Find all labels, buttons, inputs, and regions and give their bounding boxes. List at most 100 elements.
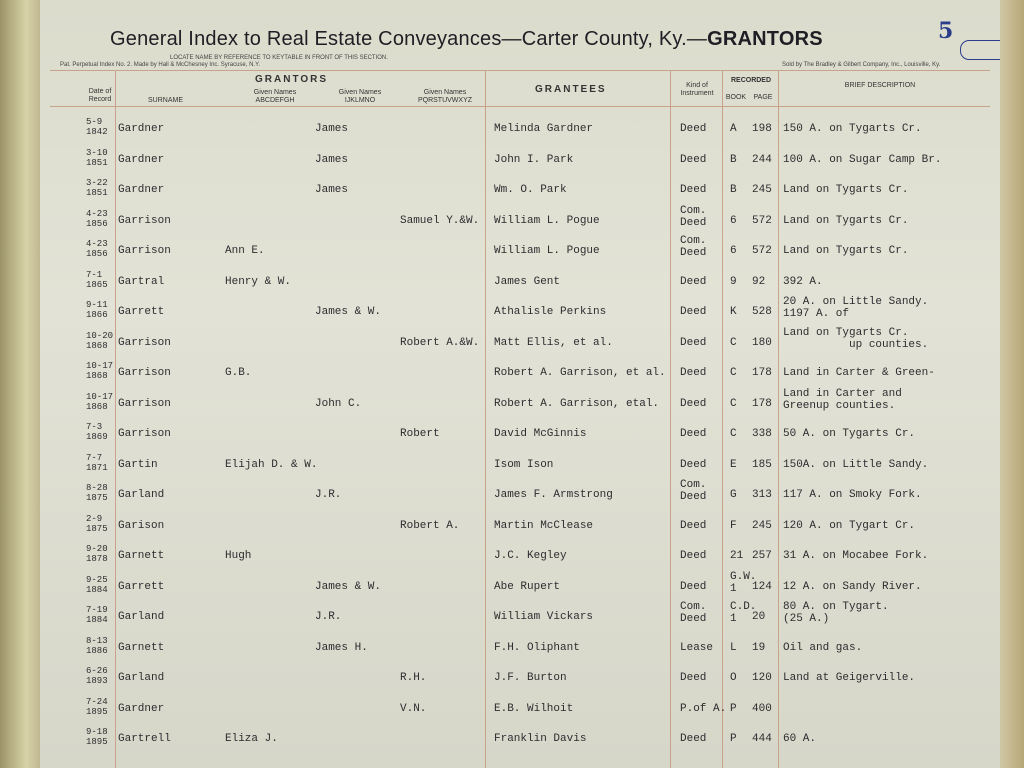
date-cell: 7-3 1869 bbox=[86, 422, 108, 442]
title-bold: GRANTORS bbox=[707, 28, 823, 50]
kind-cell: Deed bbox=[680, 458, 707, 471]
surname-cell: Garrison bbox=[118, 245, 171, 257]
description-cell: 150 A. on Tygarts Cr. bbox=[783, 123, 922, 135]
book-cell: K bbox=[730, 306, 737, 318]
maker-note: Pat. Perpetual Index No. 2. Made by Hall… bbox=[60, 62, 260, 68]
grantee-cell: J.C. Kegley bbox=[494, 550, 567, 562]
description-cell: Land at Geigerville. bbox=[783, 672, 916, 684]
rule bbox=[670, 70, 671, 768]
given-name-cell: James bbox=[315, 153, 349, 166]
col-description: BRIEF DESCRIPTION bbox=[844, 82, 916, 89]
surname-cell: Garnett bbox=[118, 641, 165, 654]
book-cell: 9 bbox=[730, 275, 737, 288]
given-name-cell: R.H. bbox=[400, 672, 427, 684]
title-text: General Index to Real Estate Conveyances… bbox=[110, 28, 708, 50]
col-date: Date of Record bbox=[88, 88, 112, 103]
surname-cell: Garison bbox=[118, 519, 165, 532]
date-cell: 6-26 1893 bbox=[86, 666, 108, 686]
description-cell: Land in Carter and Greenup counties. bbox=[783, 387, 902, 412]
page-cell: 180 bbox=[752, 336, 772, 349]
given-name-cell: Robert A.&W. bbox=[400, 336, 480, 349]
page-cell: 257 bbox=[752, 550, 772, 562]
grantee-cell: William Vickars bbox=[494, 611, 594, 623]
description-cell: 392 A. bbox=[783, 275, 823, 288]
date-cell: 10-20 1868 bbox=[86, 330, 114, 351]
kind-cell: Deed bbox=[680, 184, 707, 196]
surname-cell: Garnett bbox=[118, 550, 165, 562]
kind-cell: P.of A. bbox=[680, 702, 727, 715]
book-cell: G.W. 1 bbox=[730, 570, 757, 595]
description-cell: Land on Tygarts Cr. bbox=[783, 245, 909, 257]
kind-cell: Lease bbox=[680, 641, 714, 654]
page-cell: 244 bbox=[752, 153, 772, 166]
grantee-cell: Athalisle Perkins bbox=[494, 306, 607, 318]
grantee-cell: John I. Park bbox=[494, 153, 574, 166]
grantee-cell: Robert A. Garrison, etal. bbox=[494, 397, 660, 410]
col-given-1: Given Names ABCDEFGH bbox=[253, 89, 297, 104]
rule bbox=[115, 70, 116, 768]
page-cell: 185 bbox=[752, 458, 772, 471]
kind-cell: Deed bbox=[680, 336, 707, 349]
book-spine bbox=[0, 0, 44, 768]
page-cell: 313 bbox=[752, 489, 772, 501]
book-cell: C bbox=[730, 367, 737, 379]
kind-cell: Com. Deed bbox=[680, 601, 707, 625]
surname-cell: Gardner bbox=[118, 123, 165, 135]
kind-cell: Com. Deed bbox=[680, 204, 707, 229]
page-number: 5 bbox=[938, 18, 954, 44]
col-page: PAGE bbox=[753, 94, 773, 101]
description-cell: 12 A. on Sandy River. bbox=[783, 580, 922, 593]
description-cell: 31 A. on Mocabee Fork. bbox=[783, 550, 929, 562]
kind-cell: Deed bbox=[680, 580, 707, 593]
col-given-2: Given Names IJKLMNO bbox=[338, 89, 382, 104]
description-cell: 120 A. on Tygart Cr. bbox=[783, 519, 916, 532]
date-cell: 5-9 1842 bbox=[86, 117, 108, 137]
page-title: General Index to Real Estate Conveyances… bbox=[110, 28, 823, 51]
date-cell: 9-20 1878 bbox=[86, 544, 108, 564]
page-cell: 178 bbox=[752, 397, 772, 410]
page-cell: 572 bbox=[752, 214, 772, 227]
locate-note: LOCATE NAME BY REFERENCE TO KEYTABLE IN … bbox=[170, 55, 388, 61]
kind-cell: Deed bbox=[680, 306, 707, 318]
given-name-cell: J.R. bbox=[315, 489, 342, 501]
given-name-cell: James & W. bbox=[315, 306, 382, 318]
surname-cell: Gardner bbox=[118, 153, 165, 166]
surname-cell: Garrison bbox=[118, 397, 171, 410]
page-cell: 198 bbox=[752, 123, 772, 135]
description-cell: 100 A. on Sugar Camp Br. bbox=[783, 153, 942, 166]
date-cell: 4-23 1856 bbox=[86, 239, 108, 259]
surname-cell: Garrison bbox=[118, 367, 171, 379]
date-cell: 3-10 1851 bbox=[86, 147, 108, 168]
ledger-page: General Index to Real Estate Conveyances… bbox=[40, 0, 1024, 768]
page-cell: 19 bbox=[752, 641, 766, 654]
grantee-cell: Abe Rupert bbox=[494, 580, 561, 593]
page-cell: 572 bbox=[752, 245, 772, 257]
book-cell: O bbox=[730, 672, 737, 684]
grantee-cell: Robert A. Garrison, et al. bbox=[494, 367, 666, 379]
rule bbox=[50, 106, 990, 107]
page-cell: 124 bbox=[752, 580, 772, 593]
book-cell: P bbox=[730, 733, 737, 745]
page-cell: 245 bbox=[752, 519, 772, 532]
page-cell: 528 bbox=[752, 306, 772, 318]
given-name-cell: James & W. bbox=[315, 580, 382, 593]
date-cell: 7-1 1865 bbox=[86, 269, 108, 290]
grantee-cell: E.B. Wilhoit bbox=[494, 702, 574, 715]
grantee-cell: William L. Pogue bbox=[494, 214, 600, 227]
grantee-cell: David McGinnis bbox=[494, 428, 587, 440]
grantee-cell: Franklin Davis bbox=[494, 733, 587, 745]
book-cell: 6 bbox=[730, 214, 737, 227]
date-cell: 9-25 1884 bbox=[86, 574, 108, 595]
description-cell: 150A. on Little Sandy. bbox=[783, 458, 929, 471]
given-name-cell: J.R. bbox=[315, 611, 342, 623]
given-name-cell: Ann E. bbox=[225, 245, 265, 257]
date-cell: 7-7 1871 bbox=[86, 452, 108, 473]
grantee-cell: James F. Armstrong bbox=[494, 489, 613, 501]
surname-cell: Garrison bbox=[118, 214, 171, 227]
description-cell: 117 A. on Smoky Fork. bbox=[783, 489, 922, 501]
description-cell: Land on Tygarts Cr. up counties. bbox=[783, 326, 929, 351]
kind-cell: Deed bbox=[680, 367, 707, 379]
book-cell: 21 bbox=[730, 550, 744, 562]
surname-cell: Garrett bbox=[118, 306, 165, 318]
